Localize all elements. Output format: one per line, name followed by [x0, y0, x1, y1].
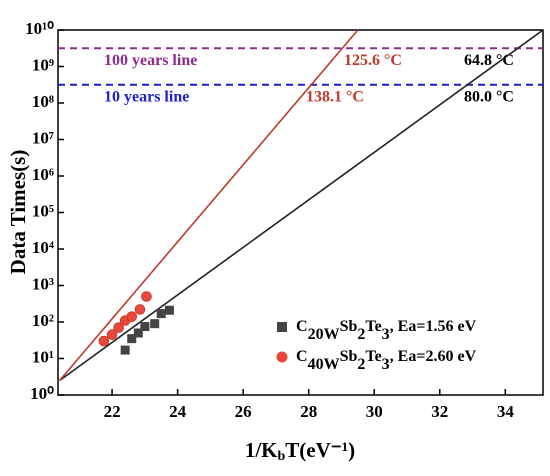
data-point: [120, 345, 130, 355]
y-tick-label: 10⁵: [32, 201, 54, 220]
legend-marker: [276, 351, 288, 363]
data-point: [164, 305, 174, 315]
data-point: [127, 334, 137, 344]
legend-label: C40WSb2Te3, Ea=2.60 eV: [296, 348, 477, 374]
y-tick-label: 10³: [32, 274, 54, 293]
data-point: [134, 304, 146, 315]
data-point: [113, 322, 124, 333]
y-tick-label: 10⁶: [32, 165, 54, 184]
legend-label: C20WSb2Te3, Ea=1.56 eV: [296, 318, 477, 344]
y-tick-label: 10⁹: [32, 55, 54, 74]
temperature-label: 125.6 °C: [344, 52, 402, 69]
reference-label: 100 years line: [104, 52, 197, 69]
data-point: [150, 319, 160, 329]
y-tick-label: 10⁸: [32, 92, 54, 111]
x-tick-label: 24: [169, 402, 187, 421]
data-point: [133, 328, 143, 338]
x-axis-label: 1/KbT(eV⁻¹): [245, 438, 355, 464]
y-tick-label: 10⁷: [32, 128, 54, 147]
data-point: [126, 311, 138, 322]
y-tick-label: 10¹: [32, 347, 54, 366]
fit-line: [59, 30, 543, 382]
y-tick-label: 10¹⁰: [25, 19, 54, 38]
x-tick-label: 32: [431, 402, 448, 421]
data-point: [156, 309, 166, 319]
data-point: [98, 335, 110, 347]
data-point: [141, 291, 152, 302]
y-axis-label: Data Times(s): [6, 150, 30, 275]
x-tick-label: 22: [104, 402, 121, 421]
legend-marker: [277, 322, 287, 332]
y-tick-label: 10⁰: [30, 384, 54, 403]
temperature-label: 138.1 °C: [306, 88, 364, 105]
x-tick-label: 26: [235, 402, 252, 421]
fit-line: [59, 30, 359, 381]
temperature-label: 64.8 °C: [464, 52, 514, 69]
reference-label: 10 years line: [104, 88, 189, 105]
x-tick-label: 34: [497, 402, 515, 421]
x-tick-label: 30: [366, 402, 383, 421]
data-point: [106, 329, 118, 340]
x-tick-label: 28: [300, 402, 317, 421]
data-point: [140, 322, 150, 332]
temperature-label: 80.0 °C: [464, 88, 514, 105]
plot-area: [59, 30, 543, 382]
y-tick-label: 10²: [32, 311, 54, 330]
y-tick-label: 10⁴: [32, 238, 54, 257]
